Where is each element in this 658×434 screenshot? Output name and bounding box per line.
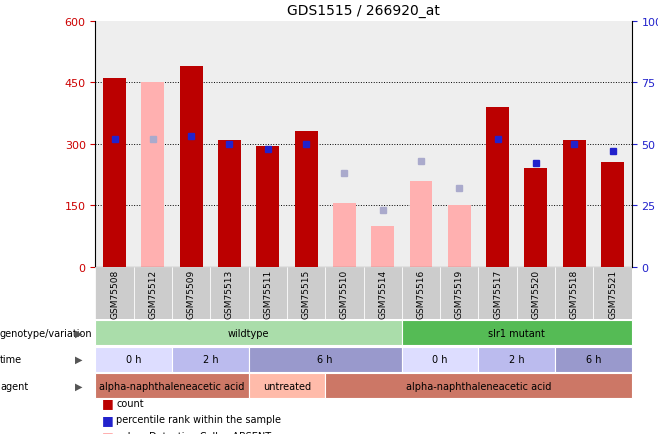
Text: value, Detection Call = ABSENT: value, Detection Call = ABSENT xyxy=(116,431,272,434)
Text: wildtype: wildtype xyxy=(228,328,269,338)
Bar xyxy=(409,181,432,267)
Bar xyxy=(141,83,164,267)
Bar xyxy=(363,267,402,319)
Text: alpha-naphthaleneacetic acid: alpha-naphthaleneacetic acid xyxy=(406,381,551,391)
Bar xyxy=(249,267,287,319)
Bar xyxy=(594,267,632,319)
Bar xyxy=(325,267,363,319)
Bar xyxy=(517,267,555,319)
Text: GSM75512: GSM75512 xyxy=(148,270,157,319)
Bar xyxy=(134,267,172,319)
Bar xyxy=(257,146,279,267)
Text: GSM75510: GSM75510 xyxy=(340,270,349,319)
Title: GDS1515 / 266920_at: GDS1515 / 266920_at xyxy=(287,4,440,18)
Bar xyxy=(172,267,211,319)
Bar xyxy=(371,226,394,267)
Bar xyxy=(333,204,356,267)
Text: GSM75519: GSM75519 xyxy=(455,270,464,319)
Text: percentile rank within the sample: percentile rank within the sample xyxy=(116,414,282,424)
Text: GSM75509: GSM75509 xyxy=(187,270,195,319)
Bar xyxy=(563,140,586,267)
Bar xyxy=(103,79,126,267)
Text: ■: ■ xyxy=(102,396,114,409)
Text: GSM75517: GSM75517 xyxy=(493,270,502,319)
Text: GSM75518: GSM75518 xyxy=(570,270,579,319)
Bar xyxy=(555,267,594,319)
Bar xyxy=(440,267,478,319)
Bar xyxy=(218,140,241,267)
Bar xyxy=(486,108,509,267)
Text: ▶: ▶ xyxy=(75,355,82,364)
Bar xyxy=(524,169,547,267)
Text: 2 h: 2 h xyxy=(509,355,524,364)
Text: ■: ■ xyxy=(102,429,114,434)
Bar xyxy=(601,163,624,267)
Text: 2 h: 2 h xyxy=(203,355,218,364)
Text: GSM75520: GSM75520 xyxy=(532,270,540,319)
Text: 0 h: 0 h xyxy=(126,355,141,364)
Text: count: count xyxy=(116,398,144,408)
Text: GSM75521: GSM75521 xyxy=(608,270,617,319)
Bar xyxy=(287,267,325,319)
Text: ■: ■ xyxy=(102,413,114,426)
Bar xyxy=(295,132,318,267)
Text: untreated: untreated xyxy=(263,381,311,391)
Text: 6 h: 6 h xyxy=(586,355,601,364)
Bar xyxy=(180,67,203,267)
Bar xyxy=(95,267,134,319)
Text: GSM75514: GSM75514 xyxy=(378,270,387,319)
Text: GSM75508: GSM75508 xyxy=(110,270,119,319)
Bar xyxy=(478,267,517,319)
Text: 6 h: 6 h xyxy=(318,355,333,364)
Text: GSM75516: GSM75516 xyxy=(417,270,426,319)
Text: GSM75513: GSM75513 xyxy=(225,270,234,319)
Bar xyxy=(448,206,470,267)
Text: genotype/variation: genotype/variation xyxy=(0,328,93,338)
Text: time: time xyxy=(0,355,22,364)
Text: ▶: ▶ xyxy=(75,381,82,391)
Text: GSM75515: GSM75515 xyxy=(301,270,311,319)
Bar xyxy=(402,267,440,319)
Text: slr1 mutant: slr1 mutant xyxy=(488,328,545,338)
Text: alpha-naphthaleneacetic acid: alpha-naphthaleneacetic acid xyxy=(99,381,245,391)
Text: 0 h: 0 h xyxy=(432,355,448,364)
Bar xyxy=(211,267,249,319)
Text: GSM75511: GSM75511 xyxy=(263,270,272,319)
Text: ▶: ▶ xyxy=(75,328,82,338)
Text: agent: agent xyxy=(0,381,28,391)
